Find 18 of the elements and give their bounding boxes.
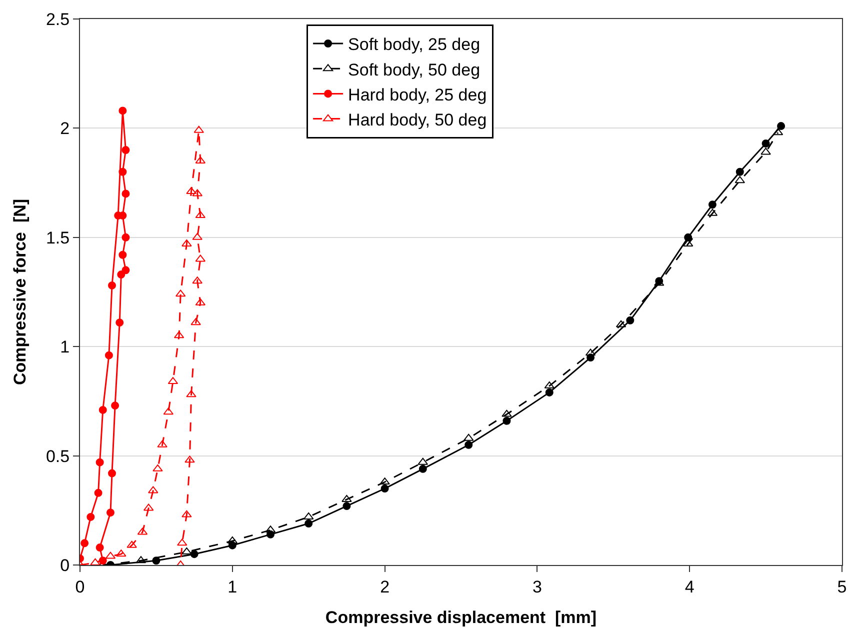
x-axis-title: Compressive displacement [mm]: [325, 608, 597, 627]
legend-label: Soft body, 25 deg: [348, 35, 480, 54]
x-tick-label: 5: [837, 577, 847, 596]
legend-label: Soft body, 50 deg: [348, 60, 480, 80]
legend-label: Hard body, 25 deg: [348, 85, 487, 104]
y-axis-title: Compressive force [N]: [10, 198, 30, 386]
y-tick-label: 2: [60, 119, 70, 138]
y-tick-label: 0: [60, 556, 70, 575]
y-tick-label: 1: [60, 338, 70, 357]
x-tick-label: 1: [228, 577, 238, 596]
x-tick-label: 0: [75, 577, 85, 596]
y-tick-label: 0.5: [46, 446, 70, 466]
x-tick-label: 3: [532, 577, 542, 596]
x-tick-label: 2: [380, 577, 390, 596]
y-tick-label: 1.5: [46, 228, 70, 248]
x-tick-label: 4: [684, 577, 694, 596]
legend-label: Hard body, 50 deg: [348, 110, 487, 130]
y-tick-label: 2.5: [46, 10, 70, 29]
